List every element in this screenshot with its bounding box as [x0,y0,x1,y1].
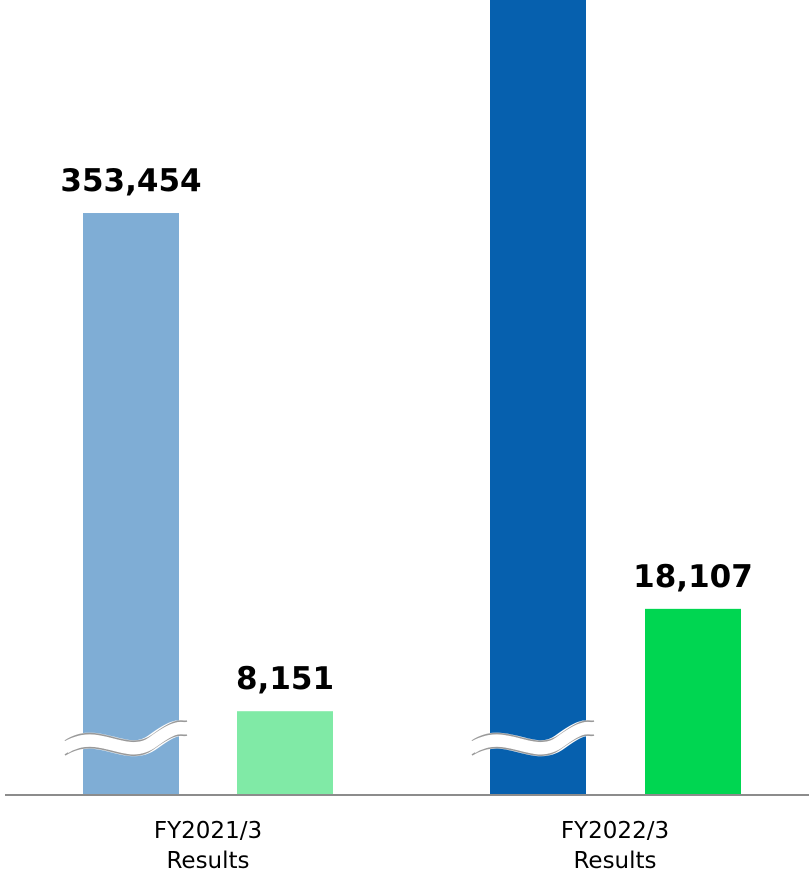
axis-break-fill-1 [468,722,596,755]
category-label-1-line1: FY2022/3 [561,818,669,844]
axis-break-line-1-0 [471,720,595,742]
bar-small-0 [237,711,333,795]
category-labels-layer: FY2021/3 Results FY2022/3 Results [154,818,669,873]
category-label-0-line2: Results [166,848,249,873]
axis-break-layer [60,720,597,757]
value-label-small-0: 8,151 [236,661,334,697]
value-label-small-1: 18,107 [633,559,753,595]
axis-break-line-0-0 [64,720,188,742]
bars-layer [83,0,741,795]
axis-break-fill-0 [61,722,189,755]
category-label-0-line1: FY2021/3 [154,818,262,844]
bar-large-1 [490,0,586,795]
category-label-1-line2: Results [573,848,656,873]
bar-large-0 [83,213,179,795]
value-label-large-0: 353,454 [60,163,201,199]
bar-small-1 [645,608,741,795]
